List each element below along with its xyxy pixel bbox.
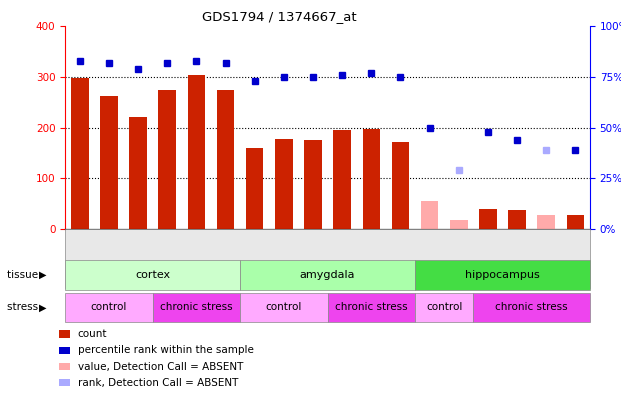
Text: stress: stress — [7, 303, 42, 312]
Text: percentile rank within the sample: percentile rank within the sample — [78, 345, 253, 355]
Bar — [71, 78, 89, 229]
Text: value, Detection Call = ABSENT: value, Detection Call = ABSENT — [78, 362, 243, 371]
Bar — [275, 139, 292, 229]
Bar — [537, 215, 555, 229]
Text: control: control — [266, 303, 302, 312]
Text: chronic stress: chronic stress — [160, 303, 233, 312]
Bar — [158, 90, 176, 229]
Bar — [100, 96, 117, 229]
Bar — [304, 140, 322, 229]
Bar — [333, 130, 351, 229]
Text: hippocampus: hippocampus — [465, 270, 540, 280]
Bar — [450, 220, 468, 229]
Text: cortex: cortex — [135, 270, 170, 280]
Text: chronic stress: chronic stress — [496, 303, 568, 312]
Bar — [217, 90, 234, 229]
Text: chronic stress: chronic stress — [335, 303, 407, 312]
Bar — [363, 129, 380, 229]
Bar — [479, 209, 497, 229]
Bar — [509, 210, 526, 229]
Text: control: control — [91, 303, 127, 312]
Bar — [246, 148, 263, 229]
Bar — [421, 201, 438, 229]
Text: ▶: ▶ — [39, 303, 46, 312]
Bar — [188, 75, 205, 229]
Bar — [566, 215, 584, 229]
Text: tissue: tissue — [7, 270, 42, 280]
Text: control: control — [426, 303, 463, 312]
Text: rank, Detection Call = ABSENT: rank, Detection Call = ABSENT — [78, 378, 238, 388]
Text: GDS1794 / 1374667_at: GDS1794 / 1374667_at — [202, 10, 356, 23]
Bar — [392, 142, 409, 229]
Text: count: count — [78, 329, 107, 339]
Text: amygdala: amygdala — [300, 270, 355, 280]
Text: ▶: ▶ — [39, 270, 46, 280]
Bar — [129, 117, 147, 229]
